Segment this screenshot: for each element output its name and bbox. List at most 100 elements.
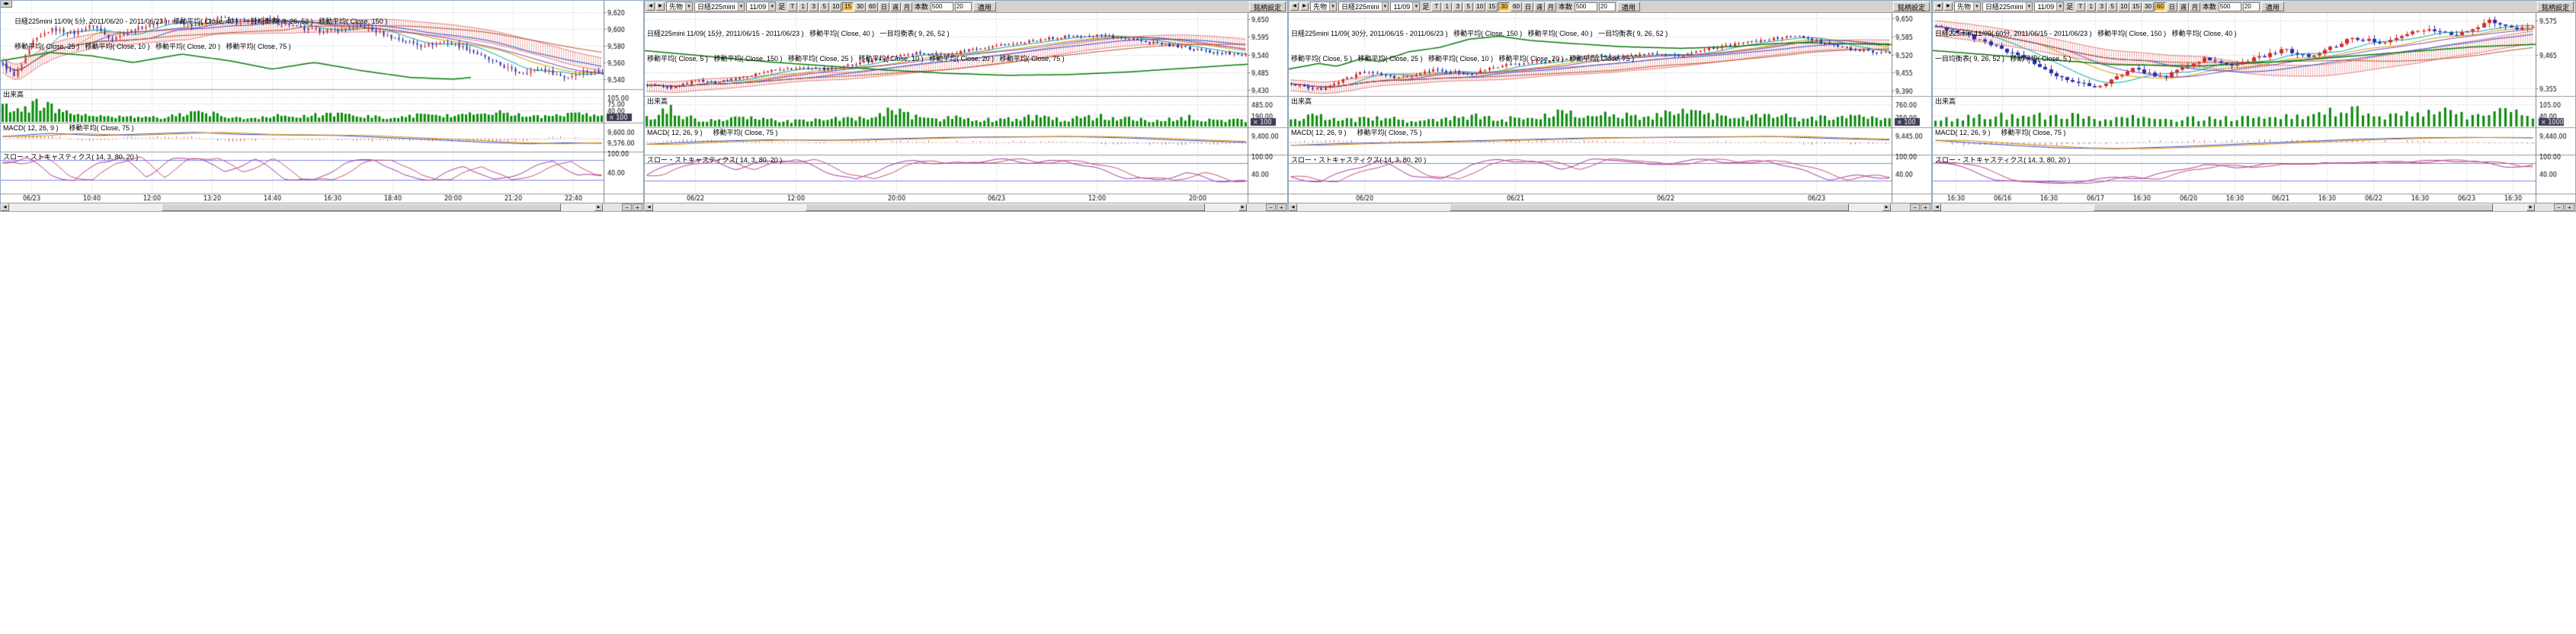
scrollbar-right-arrow[interactable] bbox=[1238, 203, 1247, 211]
contract-select[interactable]: 11/09 bbox=[1390, 2, 1421, 11]
bars2-input[interactable] bbox=[1598, 2, 1616, 11]
zoom-out-button[interactable] bbox=[2554, 203, 2564, 211]
chevron-down-icon bbox=[2056, 2, 2064, 11]
interval-button-15[interactable]: 15 bbox=[2130, 2, 2142, 11]
interval-button-60[interactable]: 60 bbox=[867, 2, 878, 11]
interval-button-週[interactable]: 週 bbox=[2177, 2, 2189, 11]
scrollbar-thumb[interactable] bbox=[1449, 203, 1849, 211]
bars-label: 本数 bbox=[914, 3, 928, 11]
scroll-right-button[interactable] bbox=[1300, 2, 1309, 11]
category-select[interactable]: 先物 bbox=[1310, 2, 1337, 11]
scrollbar-left-arrow[interactable] bbox=[1, 203, 9, 211]
bars-input[interactable] bbox=[2218, 2, 2241, 11]
interval-button-60[interactable]: 60 bbox=[2155, 2, 2166, 11]
interval-button-10[interactable]: 10 bbox=[2118, 2, 2130, 11]
interval-button-T[interactable]: T bbox=[1431, 2, 1442, 11]
scrollbar-track[interactable] bbox=[9, 203, 594, 211]
interval-button-週[interactable]: 週 bbox=[889, 2, 901, 11]
symbol-settings-button[interactable]: 銘柄設定 bbox=[1248, 2, 1286, 11]
price-chart-canvas[interactable] bbox=[1289, 13, 1931, 203]
contract-select[interactable]: 11/09 bbox=[2034, 2, 2065, 11]
interval-button-1[interactable]: 1 bbox=[1442, 2, 1453, 11]
interval-button-月[interactable]: 月 bbox=[1545, 2, 1556, 11]
interval-button-3[interactable]: 3 bbox=[809, 2, 819, 11]
scrollbar-track[interactable] bbox=[1297, 203, 1882, 211]
interval-button-1[interactable]: 1 bbox=[2086, 2, 2097, 11]
chart-hscrollbar bbox=[645, 203, 1287, 211]
interval-button-15[interactable]: 15 bbox=[842, 2, 854, 11]
bars2-input[interactable] bbox=[2242, 2, 2260, 11]
scrollbar-track[interactable] bbox=[653, 203, 1238, 211]
interval-button-5[interactable]: 5 bbox=[2107, 2, 2118, 11]
chevron-down-icon bbox=[685, 2, 692, 11]
scroll-right-button[interactable] bbox=[656, 2, 665, 11]
scrollbar-thumb[interactable] bbox=[805, 203, 1205, 211]
interval-button-30[interactable]: 30 bbox=[854, 2, 866, 11]
scrollbar-left-arrow[interactable] bbox=[645, 203, 653, 211]
interval-button-10[interactable]: 10 bbox=[1474, 2, 1486, 11]
zoom-in-button[interactable] bbox=[2565, 203, 2574, 211]
zoom-out-button[interactable] bbox=[1266, 203, 1276, 211]
symbol-settings-button[interactable]: 銘柄設定 bbox=[1892, 2, 1930, 11]
category-select[interactable]: 先物 bbox=[1954, 2, 1981, 11]
scrollbar-left-arrow[interactable] bbox=[1933, 203, 1941, 211]
interval-button-日[interactable]: 日 bbox=[2166, 2, 2177, 11]
scrollbar-thumb[interactable] bbox=[161, 203, 561, 211]
zoom-out-button[interactable] bbox=[1910, 203, 1920, 211]
scroll-left-button[interactable] bbox=[1290, 2, 1299, 11]
interval-button-10[interactable]: 10 bbox=[830, 2, 842, 11]
price-chart-canvas[interactable] bbox=[1933, 13, 2575, 203]
symbol-select[interactable]: 日経225mini bbox=[1338, 2, 1389, 11]
scrollbar-right-arrow[interactable] bbox=[1882, 203, 1891, 211]
interval-button-日[interactable]: 日 bbox=[1522, 2, 1533, 11]
zoom-in-button[interactable] bbox=[1921, 203, 1930, 211]
chart-hscrollbar bbox=[1933, 203, 2575, 211]
chevron-down-icon bbox=[737, 2, 745, 11]
interval-button-月[interactable]: 月 bbox=[901, 2, 912, 11]
bars-input[interactable] bbox=[1574, 2, 1597, 11]
interval-button-T[interactable]: T bbox=[787, 2, 798, 11]
chart-tool-icons bbox=[1247, 203, 1287, 211]
panel-nav-arrows[interactable] bbox=[1, 1, 12, 8]
apply-button[interactable]: 適用 bbox=[2260, 2, 2284, 11]
scroll-left-button[interactable] bbox=[646, 2, 655, 11]
scrollbar-left-arrow[interactable] bbox=[1289, 203, 1297, 211]
scrollbar-thumb[interactable] bbox=[2093, 203, 2493, 211]
price-chart-canvas[interactable] bbox=[645, 13, 1287, 203]
interval-button-月[interactable]: 月 bbox=[2189, 2, 2200, 11]
scrollbar-right-arrow[interactable] bbox=[594, 203, 603, 211]
interval-button-3[interactable]: 3 bbox=[2097, 2, 2107, 11]
apply-button[interactable]: 適用 bbox=[972, 2, 996, 11]
interval-button-5[interactable]: 5 bbox=[1463, 2, 1474, 11]
scrollbar-track[interactable] bbox=[1941, 203, 2526, 211]
scroll-right-button[interactable] bbox=[1944, 2, 1953, 11]
interval-button-30[interactable]: 30 bbox=[1498, 2, 1510, 11]
interval-button-15[interactable]: 15 bbox=[1486, 2, 1498, 11]
scroll-left-button[interactable] bbox=[1934, 2, 1943, 11]
interval-button-日[interactable]: 日 bbox=[878, 2, 889, 11]
bars2-input[interactable] bbox=[954, 2, 972, 11]
interval-button-T[interactable]: T bbox=[2075, 2, 2086, 11]
category-value: 先物 bbox=[1313, 3, 1328, 11]
interval-button-週[interactable]: 週 bbox=[1533, 2, 1545, 11]
bars-input[interactable] bbox=[930, 2, 953, 11]
contract-select[interactable]: 11/09 bbox=[746, 2, 777, 11]
zoom-in-button[interactable] bbox=[633, 203, 642, 211]
symbol-settings-button[interactable]: 銘柄設定 bbox=[2536, 2, 2574, 11]
interval-button-30[interactable]: 30 bbox=[2142, 2, 2154, 11]
interval-buttons: T 1 3 5 10 15 30 60 日週月 bbox=[1431, 2, 1556, 11]
apply-button[interactable]: 適用 bbox=[1616, 2, 1640, 11]
interval-button-3[interactable]: 3 bbox=[1453, 2, 1463, 11]
scrollbar-right-arrow[interactable] bbox=[2526, 203, 2535, 211]
interval-button-1[interactable]: 1 bbox=[798, 2, 809, 11]
category-select[interactable]: 先物 bbox=[666, 2, 693, 11]
interval-button-5[interactable]: 5 bbox=[819, 2, 830, 11]
zoom-in-button[interactable] bbox=[1277, 203, 1286, 211]
symbol-select[interactable]: 日経225mini bbox=[1982, 2, 2033, 11]
zoom-out-button[interactable] bbox=[622, 203, 632, 211]
symbol-select[interactable]: 日経225mini bbox=[694, 2, 745, 11]
interval-button-60[interactable]: 60 bbox=[1511, 2, 1522, 11]
price-chart-canvas[interactable] bbox=[1, 1, 643, 203]
